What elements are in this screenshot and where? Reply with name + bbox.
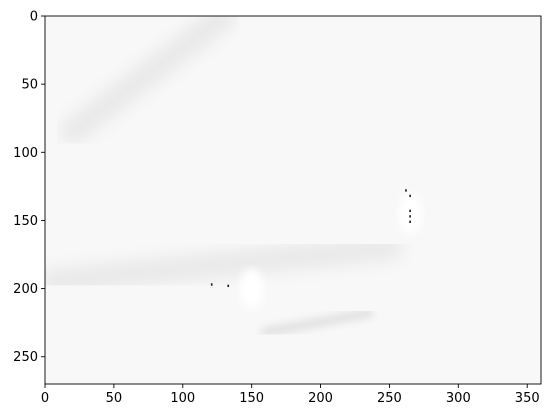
dark-speck [409, 220, 411, 224]
plot-area [45, 16, 541, 384]
y-tick-label: 0 [30, 10, 38, 25]
image-texture [45, 16, 423, 338]
dark-speck [409, 194, 411, 198]
y-tick-label: 200 [13, 282, 38, 297]
x-tick-label: 50 [106, 391, 123, 406]
dark-speck [210, 283, 213, 286]
texture-blob [398, 193, 423, 234]
x-tick-label: 150 [239, 391, 264, 406]
y-axis: 0 50 100 150 200 250 [13, 10, 45, 365]
dark-speck [405, 189, 407, 192]
y-tick-label: 50 [21, 78, 38, 93]
x-tick-label: 300 [446, 391, 471, 406]
x-tick-label: 0 [41, 391, 49, 406]
texture-band [45, 234, 403, 295]
x-tick-label: 250 [377, 391, 402, 406]
texture-band [59, 16, 238, 145]
dark-specks [210, 189, 411, 288]
x-tick-label: 200 [308, 391, 333, 406]
x-tick-label: 350 [515, 391, 540, 406]
dark-speck [409, 215, 411, 218]
plot-frame [44, 15, 542, 385]
x-tick-label: 100 [170, 391, 195, 406]
texture-streak [260, 308, 374, 338]
y-tick-label: 100 [13, 146, 38, 161]
y-tick-label: 150 [13, 214, 38, 229]
y-tick-label: 250 [13, 350, 38, 365]
texture-blob [239, 268, 264, 309]
dark-speck [227, 284, 230, 288]
dark-speck [409, 209, 411, 213]
x-axis: 0 50 100 150 200 250 300 350 [41, 384, 540, 406]
